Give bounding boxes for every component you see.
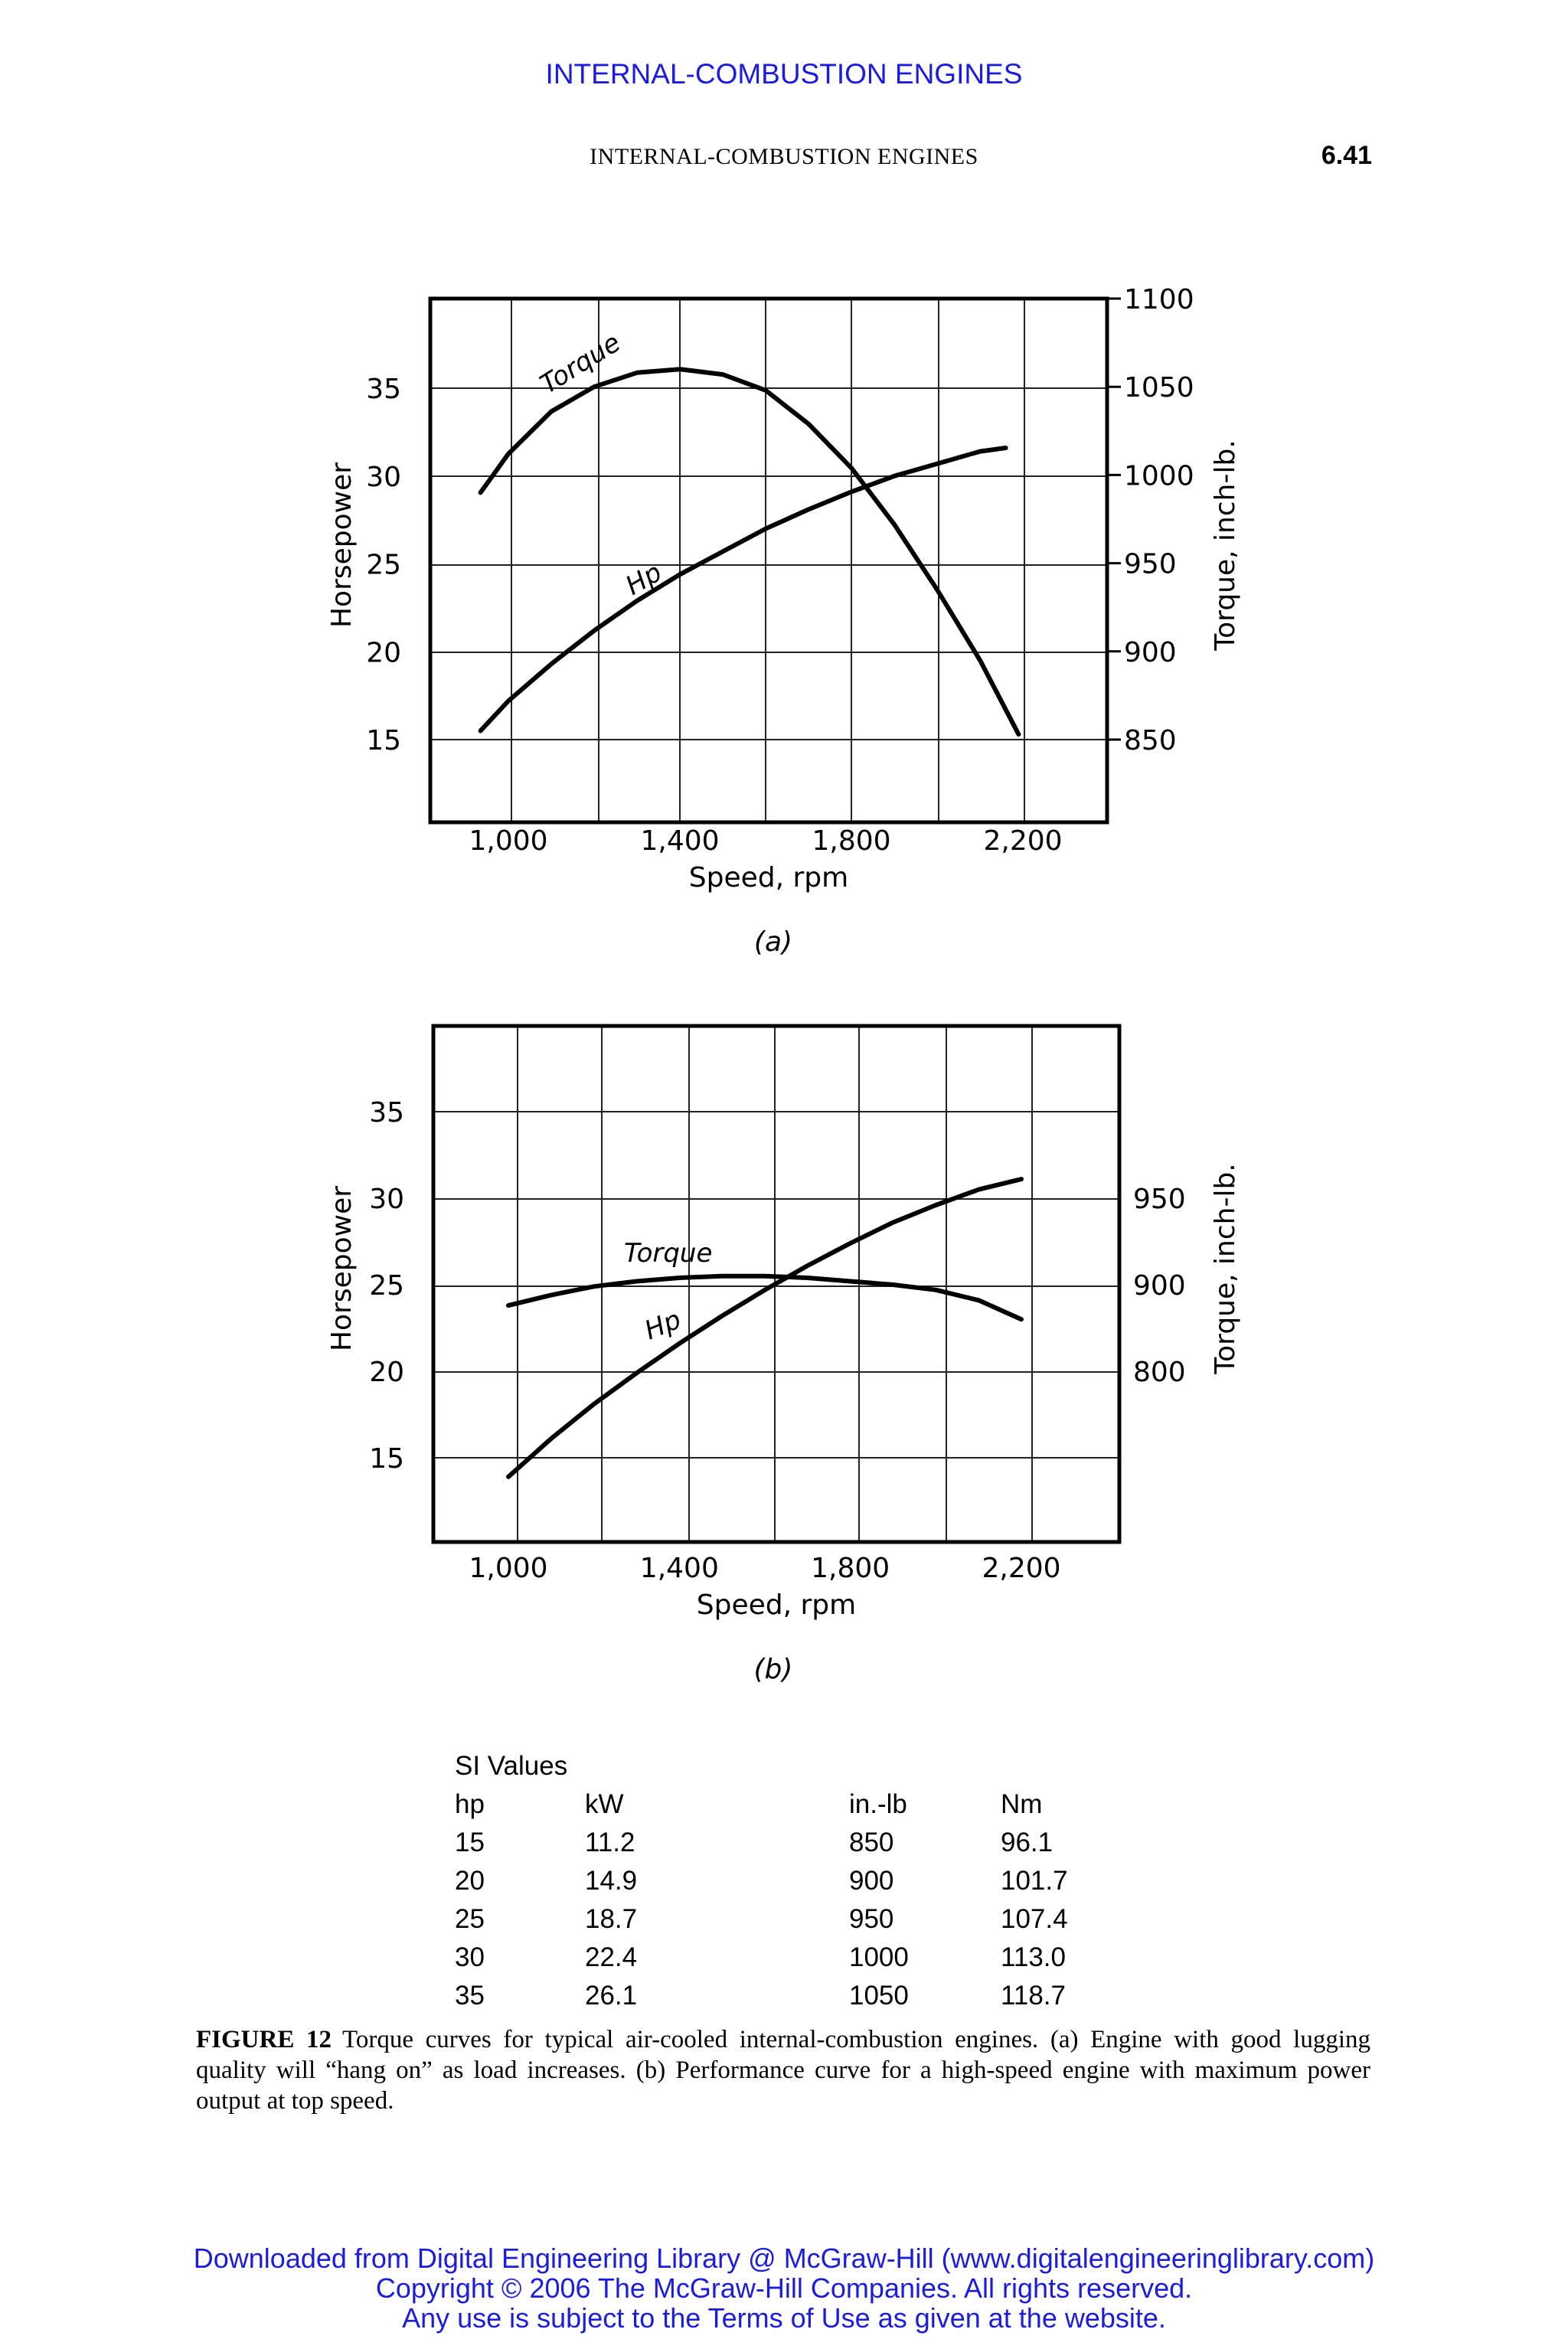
si-cell: 11.2 — [585, 1828, 635, 1857]
panel-label: (b) — [754, 1654, 793, 1685]
series-line-torque — [478, 367, 1021, 737]
footer-terms-line: Any use is subject to the Terms of Use a… — [402, 2302, 1166, 2334]
banner-title: INTERNAL-COMBUSTION ENGINES — [545, 58, 1023, 90]
si-cell: 1000 — [849, 1942, 909, 1972]
si-cell: 25 — [455, 1904, 485, 1934]
x-tick-label: 1,000 — [469, 825, 547, 857]
si-cell: 30 — [455, 1942, 485, 1972]
chart-a: 15 20 25 30 35 850 900 950 1000 1050 1100 1,000 1,40… — [326, 284, 1241, 958]
y2-tick-label: 1000 — [1124, 460, 1194, 492]
si-cell: 1050 — [849, 1981, 909, 2011]
si-header-cell: in.-lb — [849, 1789, 907, 1819]
y-tick-label: 15 — [369, 1443, 404, 1475]
footer-download-line: Downloaded from Digital Engineering Libr… — [193, 2243, 1375, 2274]
si-cell: 35 — [455, 1981, 485, 2011]
si-values-title: SI Values — [455, 1751, 568, 1781]
page-number: 6.41 — [1321, 141, 1372, 170]
running-head: INTERNAL-COMBUSTION ENGINES — [590, 144, 978, 169]
chart-b: 15 20 25 30 35 800 900 950 1,000 1,400 1,800 2,200 S… — [326, 1024, 1241, 1685]
x-tick-label: 1,800 — [811, 1553, 890, 1584]
y2-tick-label: 950 — [1133, 1184, 1186, 1215]
si-header-cell: Nm — [1001, 1789, 1043, 1819]
y2-tick-label: 1050 — [1124, 372, 1194, 403]
x-axis-title: Speed, rpm — [697, 1589, 856, 1621]
si-cell: 850 — [849, 1828, 894, 1857]
y2-tick-label: 950 — [1124, 549, 1177, 580]
series-line-hp — [506, 1177, 1024, 1479]
y2-tick-label: 900 — [1124, 637, 1177, 668]
figure-caption-text: Torque curves for typical air-cooled int… — [196, 2026, 1371, 2115]
si-cell: 101.7 — [1001, 1866, 1068, 1896]
si-cell: 18.7 — [585, 1904, 638, 1934]
si-cell: 113.0 — [1001, 1942, 1066, 1972]
x-tick-label: 2,200 — [982, 1553, 1060, 1584]
si-cell: 26.1 — [585, 1981, 638, 2011]
si-header-row: hp kW in.-lb Nm — [455, 1785, 1116, 1824]
y-tick-label: 25 — [369, 1270, 404, 1302]
si-row: 20 14.9 900 101.7 — [455, 1862, 1116, 1900]
y2-axis-title: Torque, inch-lb. — [1210, 1163, 1241, 1374]
series-label-hp: Hp — [640, 1305, 685, 1347]
si-row: 15 11.2 850 96.1 — [455, 1824, 1116, 1862]
y2-tick-label: 900 — [1133, 1270, 1186, 1302]
si-cell: 14.9 — [585, 1866, 638, 1896]
si-cell: 20 — [455, 1866, 485, 1896]
x-tick-label: 1,400 — [640, 1553, 719, 1584]
figure-label: FIGURE 12 — [196, 2026, 332, 2053]
y-tick-label: 20 — [369, 1357, 404, 1388]
si-cell: 950 — [849, 1904, 894, 1934]
x-tick-label: 2,200 — [983, 825, 1062, 857]
series-label-hp: Hp — [621, 557, 668, 602]
figure-caption: FIGURE 12 Torque curves for typical air-c… — [196, 2024, 1370, 2116]
si-cell: 118.7 — [1001, 1981, 1066, 2011]
y2-tick-label: 800 — [1133, 1357, 1186, 1388]
series-line-hp — [478, 446, 1008, 733]
y-axis-title: Horsepower — [326, 1186, 358, 1351]
y-tick-label: 20 — [366, 637, 401, 668]
si-row: 35 26.1 1050 118.7 — [455, 1977, 1116, 2015]
footer-copyright-line: Copyright © 2006 The McGraw-Hill Compani… — [375, 2272, 1193, 2304]
x-tick-label: 1,400 — [640, 825, 719, 857]
si-header-cell: kW — [585, 1789, 624, 1819]
x-axis-title: Speed, rpm — [689, 862, 848, 893]
y-tick-label: 35 — [366, 374, 401, 405]
y-tick-label: 30 — [369, 1184, 404, 1215]
y2-tick-label: 1100 — [1124, 284, 1194, 315]
si-row: 30 22.4 1000 113.0 — [455, 1939, 1116, 1977]
x-tick-label: 1,800 — [812, 825, 890, 857]
footer: Downloaded from Digital Engineering Libr… — [0, 2243, 1568, 2333]
y-tick-label: 25 — [366, 550, 401, 581]
si-cell: 96.1 — [1001, 1828, 1054, 1857]
series-label-torque: Torque — [624, 1238, 712, 1269]
plot-frame — [428, 296, 1109, 825]
y-tick-label: 35 — [369, 1097, 404, 1129]
y2-tick-label: 850 — [1124, 725, 1177, 756]
y-tick-label: 15 — [366, 725, 401, 756]
y2-axis-title: Torque, inch-lb. — [1210, 439, 1241, 651]
panel-label: (a) — [754, 926, 792, 958]
si-cell: 15 — [455, 1828, 485, 1857]
si-cell: 22.4 — [585, 1942, 638, 1972]
y-axis-title: Horsepower — [326, 462, 358, 628]
si-values-table: SI Values hp kW in.-lb Nm 15 11.2 850 96… — [455, 1747, 1116, 2015]
series-line-torque — [506, 1273, 1024, 1322]
si-row: 25 18.7 950 107.4 — [455, 1900, 1116, 1939]
si-cell: 900 — [849, 1866, 894, 1896]
y-tick-label: 30 — [366, 462, 401, 493]
series-label-torque: Torque — [535, 328, 626, 400]
si-cell: 107.4 — [1001, 1904, 1068, 1934]
si-header-cell: hp — [455, 1789, 485, 1819]
plot-frame — [431, 1024, 1122, 1544]
x-tick-label: 1,000 — [469, 1553, 547, 1584]
